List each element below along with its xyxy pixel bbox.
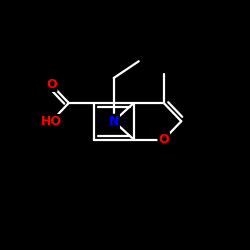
Text: O: O: [158, 133, 169, 146]
Text: N: N: [108, 115, 119, 128]
Text: HO: HO: [41, 115, 62, 128]
Text: O: O: [46, 78, 56, 91]
